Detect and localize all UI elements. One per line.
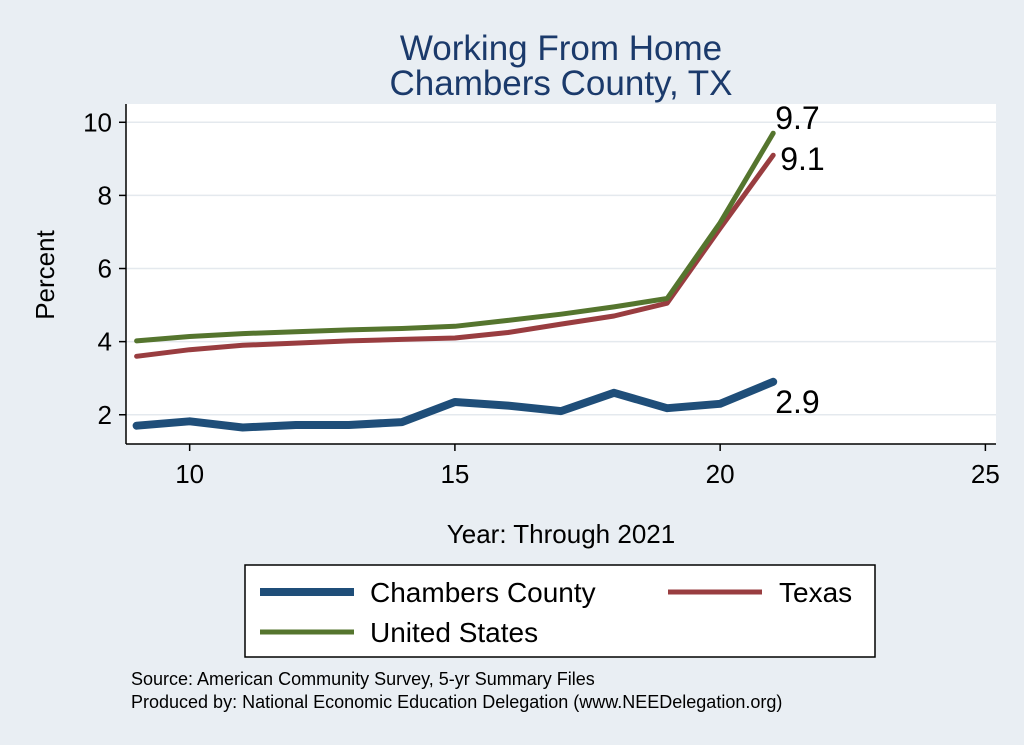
series-line-chambers-county (132, 377, 778, 432)
y-tick-label-6: 6 (98, 254, 112, 284)
y-tick-label-8: 8 (98, 180, 112, 210)
end-label-texas: 9.1 (780, 141, 824, 177)
plot-area (126, 104, 996, 444)
y-tick-label-4: 4 (98, 327, 112, 357)
chart-title-line-1: Working From Home (400, 29, 722, 68)
legend-label-chambers-county: Chambers County (370, 577, 596, 608)
x-tick-label-25: 25 (971, 459, 1000, 489)
series-line-united-states (134, 130, 776, 344)
y-tick-label-10: 10 (83, 107, 112, 137)
legend-label-texas: Texas (779, 577, 852, 608)
source-note: Source: American Community Survey, 5-yr … (131, 669, 595, 689)
chart-title-line-2: Chambers County, TX (389, 64, 732, 103)
end-labels: 2.9 9.1 9.7 (775, 100, 824, 420)
x-tick-label-10: 10 (175, 459, 204, 489)
x-tick-label-20: 20 (706, 459, 735, 489)
legend: Chambers County Texas United States (244, 564, 876, 658)
series-line-texas (134, 152, 776, 359)
legend-box (244, 564, 876, 658)
end-label-chambers-county: 2.9 (775, 384, 819, 420)
x-tick-label-15: 15 (440, 459, 469, 489)
legend-label-united-states: United States (370, 617, 538, 648)
axes: 2 4 6 8 10 10 15 20 25 (83, 104, 1000, 489)
end-label-united-states: 9.7 (775, 100, 819, 136)
produced-by-note: Produced by: National Economic Education… (131, 692, 782, 712)
y-tick-label-2: 2 (98, 400, 112, 430)
series-lines (132, 130, 778, 432)
x-axis-title: Year: Through 2021 (447, 519, 675, 549)
y-axis-title: Percent (30, 229, 60, 319)
